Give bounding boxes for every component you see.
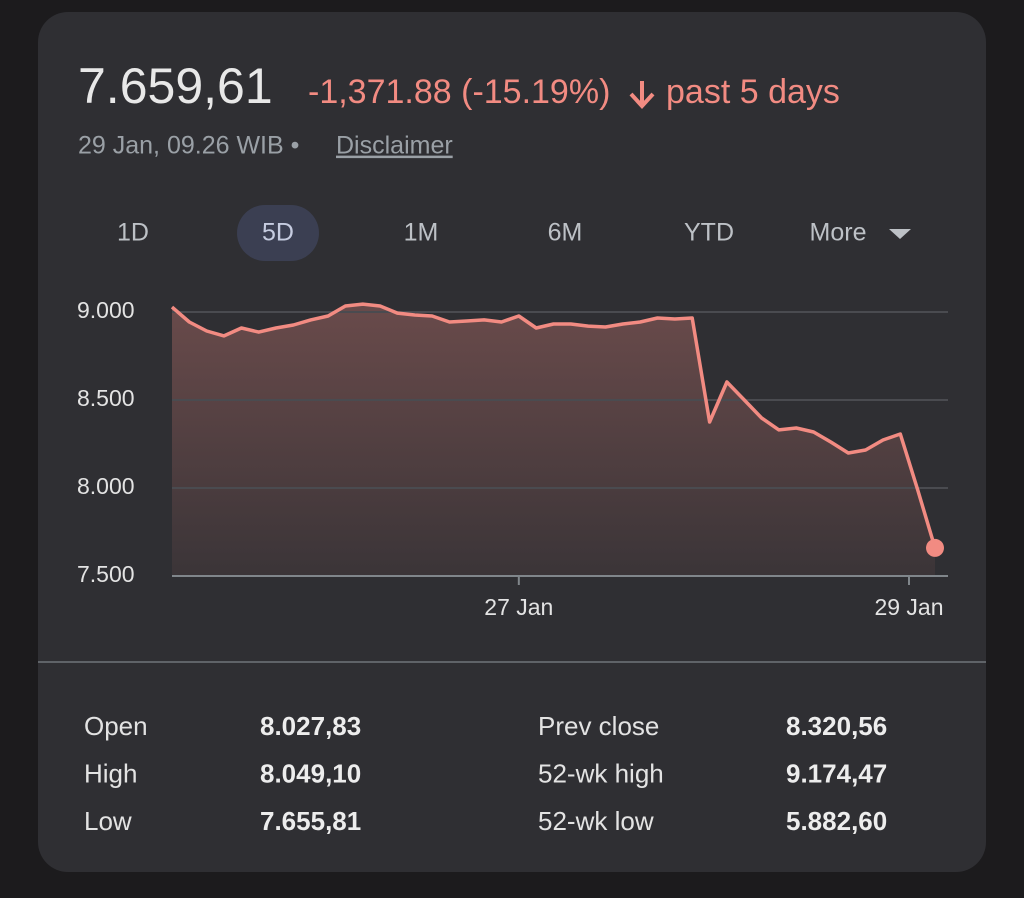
timestamp: 29 Jan, 09.26 WIB • [78,132,299,160]
stat-label: Low [84,806,132,836]
x-tick-label: 27 Jan [484,594,553,620]
x-tick-label: 29 Jan [874,594,943,620]
stat-value: 8.027,83 [260,711,361,741]
stat-label: Prev close [538,711,659,741]
change: -1,371.88 (-15.19%) [308,73,610,111]
stat-value: 7.655,81 [260,806,361,836]
range-tab[interactable]: More [810,219,867,247]
stat-value: 8.320,56 [786,711,887,741]
period: past 5 days [666,73,840,111]
down-arrow [629,81,655,109]
stat-value: 5.882,60 [786,806,887,836]
range-tab[interactable]: 1M [404,219,439,247]
stat-value: 8.049,10 [260,758,361,788]
price: 7.659,61 [78,58,273,114]
y-tick-label: 8.500 [77,385,135,411]
stat-label: High [84,758,137,788]
range-tab[interactable]: 6M [548,219,583,247]
selected-tab-pill [237,205,319,261]
area [172,304,935,576]
range-tab[interactable]: 5D [262,219,294,247]
last-point [926,538,944,557]
stats-table: Open 8.027,83 Prev close 8.320,56 High 8.049,… [84,711,887,836]
disclaimer-link[interactable]: Disclaimer [336,132,453,160]
range-tabs: 1D 5D 1M 6M YTD More [117,205,911,261]
stat-label: 52-wk low [538,806,654,836]
range-tab[interactable]: 1D [117,219,149,247]
stat-label: 52-wk high [538,758,664,788]
range-tab[interactable]: YTD [684,219,734,247]
stat-label: Open [84,711,148,741]
dropdown-icon [889,229,911,239]
y-tick-label: 9.000 [77,297,135,323]
stat-value: 9.174,47 [786,758,887,788]
y-tick-label: 8.000 [77,473,135,499]
y-tick-label: 7.500 [77,561,135,587]
chart: 9.000 8.500 8.000 7.500 27 Jan 29 Jan [77,297,948,620]
price-line [170,302,937,549]
